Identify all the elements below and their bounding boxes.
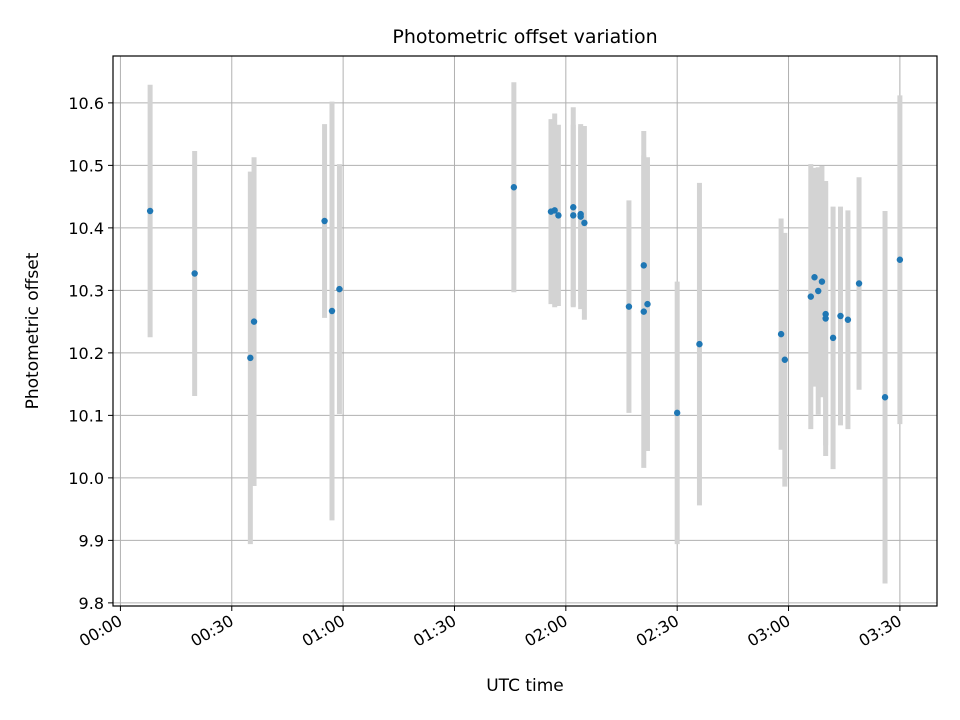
- data-point: [247, 354, 254, 362]
- y-tick-label: 10.2: [68, 344, 104, 363]
- data-point: [811, 274, 818, 281]
- data-point: [321, 217, 328, 225]
- data-point: [881, 394, 889, 401]
- data-point: [777, 330, 785, 338]
- plot-frame: [112, 55, 938, 607]
- data-point: [837, 312, 844, 320]
- data-point: [640, 308, 647, 315]
- y-tick-label: 10.5: [68, 156, 104, 175]
- data-point: [146, 207, 154, 215]
- data-point: [673, 409, 681, 417]
- data-point: [570, 204, 577, 211]
- data-point: [844, 316, 852, 323]
- chart-title: Photometric offset variation: [392, 26, 657, 48]
- data-point: [191, 270, 198, 277]
- data-point: [644, 300, 651, 308]
- data-point: [250, 318, 258, 325]
- x-axis-label: UTC time: [486, 676, 564, 696]
- y-axis-label: Photometric offset: [23, 252, 43, 409]
- y-tick-label: 9.8: [79, 594, 104, 613]
- data-point: [555, 212, 562, 219]
- data-point: [855, 280, 863, 287]
- y-axis-ticks: 9.8 9.9 10.0 10.1 10.2 10.3 10.4 10.5 10.6: [68, 94, 113, 613]
- data-point: [581, 219, 588, 227]
- data-point: [696, 340, 703, 348]
- y-tick-label: 10.0: [68, 469, 104, 488]
- data-point: [551, 207, 558, 214]
- data-points: [146, 184, 904, 417]
- y-tick-label: 10.3: [68, 281, 104, 300]
- data-point: [807, 293, 815, 300]
- data-point: [822, 315, 829, 322]
- y-tick-label: 10.6: [68, 94, 104, 113]
- data-point: [822, 310, 829, 318]
- data-point: [570, 212, 577, 219]
- data-point: [815, 287, 822, 295]
- data-point: [896, 256, 904, 263]
- data-point: [577, 210, 584, 218]
- data-point: [510, 184, 518, 191]
- data-point: [640, 262, 647, 269]
- y-tick-label: 10.4: [68, 219, 104, 238]
- data-point: [336, 285, 343, 293]
- data-point: [781, 356, 789, 363]
- data-point: [625, 303, 633, 310]
- y-tick-label: 10.1: [68, 406, 104, 425]
- y-tick-label: 9.9: [79, 531, 104, 550]
- data-point: [829, 334, 837, 342]
- data-point: [818, 278, 826, 285]
- data-point: [328, 307, 336, 315]
